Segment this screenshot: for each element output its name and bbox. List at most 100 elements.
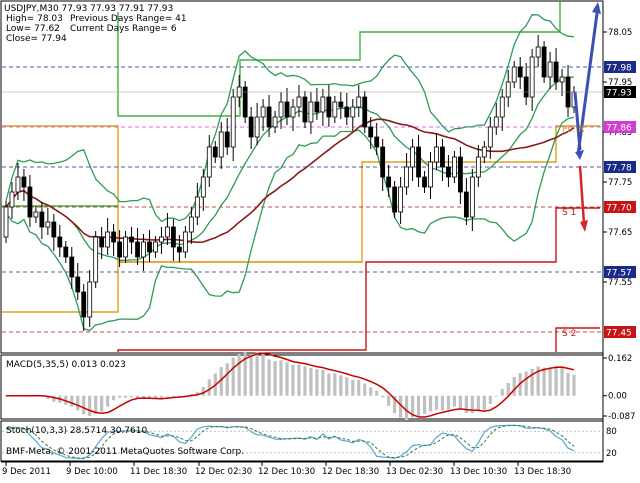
macd-bar [560, 368, 564, 396]
candle [344, 93, 350, 125]
candle [266, 95, 272, 137]
candle [129, 227, 134, 254]
candle [278, 92, 284, 129]
candle-body [302, 96, 308, 123]
candle-body [416, 146, 421, 178]
low-info: Low= 77.62 [6, 24, 60, 34]
candle-body [111, 231, 117, 243]
candle [404, 153, 409, 195]
macd-bar [452, 395, 457, 407]
candle-body [553, 61, 559, 83]
macd-bar [225, 363, 229, 396]
candle [457, 147, 463, 204]
time-tick-label: 11 Dec 18:30 [130, 467, 187, 477]
macd-bar [375, 390, 379, 396]
candle [69, 247, 75, 289]
candle-body [33, 211, 39, 218]
macd-bar [267, 359, 271, 396]
macd-bar [76, 395, 80, 411]
forecast-down-line [578, 165, 586, 225]
candle-body [200, 176, 206, 198]
candle-body [254, 116, 260, 138]
macd-bar [482, 395, 486, 410]
level-label-text: 77.70 [606, 204, 632, 214]
candle-body [45, 221, 51, 228]
candle-body [535, 46, 541, 58]
macd-bar [566, 373, 570, 396]
stoch-pane[interactable] [0, 420, 604, 462]
candle [159, 227, 164, 254]
candle [111, 224, 117, 256]
macd-bar [327, 373, 331, 396]
candle-body [529, 56, 535, 98]
candle [87, 270, 93, 327]
candle [123, 231, 128, 263]
candle-body [505, 81, 511, 98]
time-tick-label: 9 Dec 2011 [2, 467, 51, 477]
candle-body [386, 176, 392, 188]
candle-body [248, 116, 254, 138]
macd-bar [548, 366, 552, 396]
bid-label-text: 77.93 [606, 89, 632, 99]
candle-body [356, 96, 362, 108]
candle-body [320, 96, 326, 113]
pivot-p-line [2, 125, 600, 263]
candle [248, 107, 254, 149]
candle [206, 135, 212, 187]
candle-body [81, 291, 87, 318]
macd-bar [231, 357, 235, 396]
macd-bar [219, 367, 223, 396]
macd-tick-label: 0.162 [608, 354, 632, 364]
macd-bar [273, 361, 277, 396]
candle [200, 169, 206, 211]
macd-bar [351, 379, 355, 396]
macd-bar [542, 367, 546, 396]
candle-body [105, 231, 111, 248]
candle-body [362, 96, 368, 128]
candle [416, 135, 421, 187]
level-label-box [604, 161, 636, 173]
candle-body [314, 101, 320, 113]
candle [523, 63, 529, 105]
candle-body [141, 241, 146, 258]
candle-body [296, 96, 302, 108]
candle-body [260, 106, 266, 118]
macd-bar [554, 366, 558, 396]
candle-body [194, 196, 200, 218]
candle-body [21, 176, 27, 188]
candle-body [93, 236, 99, 283]
candle [296, 85, 302, 117]
macd-bar [147, 395, 152, 399]
candle [272, 111, 278, 133]
macd-tick-label: -0.087 [608, 412, 635, 422]
candle-body [499, 96, 505, 118]
candle [338, 92, 344, 119]
macd-bar [279, 360, 283, 396]
price-tick-label: 78.05 [608, 28, 632, 38]
candle [422, 171, 427, 193]
time-tick-label: 9 Dec 10:00 [66, 467, 118, 477]
candle [463, 178, 469, 225]
macd-bar [94, 395, 98, 415]
pivot-s2-line [555, 327, 600, 352]
candle [356, 85, 362, 117]
candle-body [165, 226, 170, 238]
candle-body [368, 126, 374, 138]
candle [260, 99, 266, 131]
macd-bar [70, 395, 74, 407]
candle-body [9, 191, 15, 208]
candle [308, 92, 314, 134]
macd-bar [363, 383, 367, 396]
macd-bar [506, 382, 510, 396]
candle-body [63, 246, 69, 258]
candle-body [517, 66, 523, 78]
candle [481, 141, 487, 163]
macd-bar [153, 395, 158, 399]
macd-bar [88, 395, 92, 416]
macd-bar [458, 395, 462, 409]
candle-body [206, 146, 212, 178]
macd-bar [440, 395, 445, 411]
stoch-tick-label: 20 [606, 449, 617, 459]
